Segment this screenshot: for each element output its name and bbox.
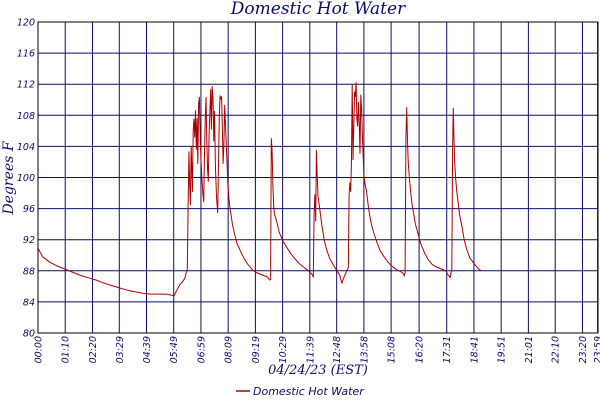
x-tick-label: 19:51 (497, 336, 508, 363)
y-tick-label: 120 (17, 18, 35, 29)
x-tick-label: 01:10 (61, 336, 72, 363)
grid-lines (37, 21, 599, 334)
x-tick-label: 10:29 (278, 336, 289, 363)
x-tick-label: 16:20 (415, 336, 426, 363)
y-tick-labels: 80 84 88 92 96 100 104 108 112 116 120 (17, 18, 35, 340)
y-tick-label: 100 (17, 173, 35, 184)
legend-label: Domestic Hot Water (253, 385, 365, 398)
x-tick-label: 15:08 (387, 336, 398, 363)
x-tick-label: 11:39 (305, 336, 316, 363)
plot-frame (37, 21, 599, 334)
x-tick-label: 13:58 (359, 336, 370, 363)
x-tick-label: 18:41 (469, 336, 480, 363)
y-tick-label: 108 (17, 111, 35, 122)
x-tick-labels: 00:00 01:10 02:20 03:29 04:39 05:49 06:59 08:09… (34, 336, 600, 363)
y-tick-label: 92 (23, 235, 35, 246)
y-tick-label: 104 (17, 142, 35, 153)
x-tick-label: 08:09 (224, 336, 235, 363)
y-tick-label: 96 (23, 204, 35, 215)
x-tick-label: 09:19 (251, 336, 262, 363)
x-tick-label: 06:59 (196, 336, 207, 363)
x-tick-label: 23:59 (593, 336, 600, 363)
y-axis-label: Degrees F (1, 140, 17, 215)
x-tick-label: 04:39 (142, 336, 153, 363)
x-tick-label: 05:49 (169, 336, 180, 363)
x-tick-label: 21:01 (524, 336, 535, 363)
chart-title: Domestic Hot Water (230, 0, 406, 19)
series-layer (37, 82, 482, 297)
x-tick-label: 17:31 (442, 336, 453, 363)
x-tick-label: 00:00 (34, 336, 45, 363)
x-axis-label: 04/24/23 (EST) (268, 363, 368, 378)
x-tick-label: 22:10 (551, 336, 562, 363)
y-tick-label: 84 (23, 297, 35, 308)
y-tick-label: 112 (17, 80, 35, 91)
legend: Domestic Hot Water (236, 385, 365, 398)
y-tick-label: 116 (17, 49, 35, 60)
x-tick-label: 23:20 (578, 336, 589, 363)
x-tick-label: 03:29 (115, 336, 126, 363)
x-tick-label: 12:48 (332, 336, 343, 363)
y-tick-label: 88 (23, 266, 35, 277)
x-tick-label: 02:20 (88, 336, 99, 363)
y-tick-label: 80 (23, 329, 35, 340)
series-line-domestic-hot-water (37, 82, 482, 297)
